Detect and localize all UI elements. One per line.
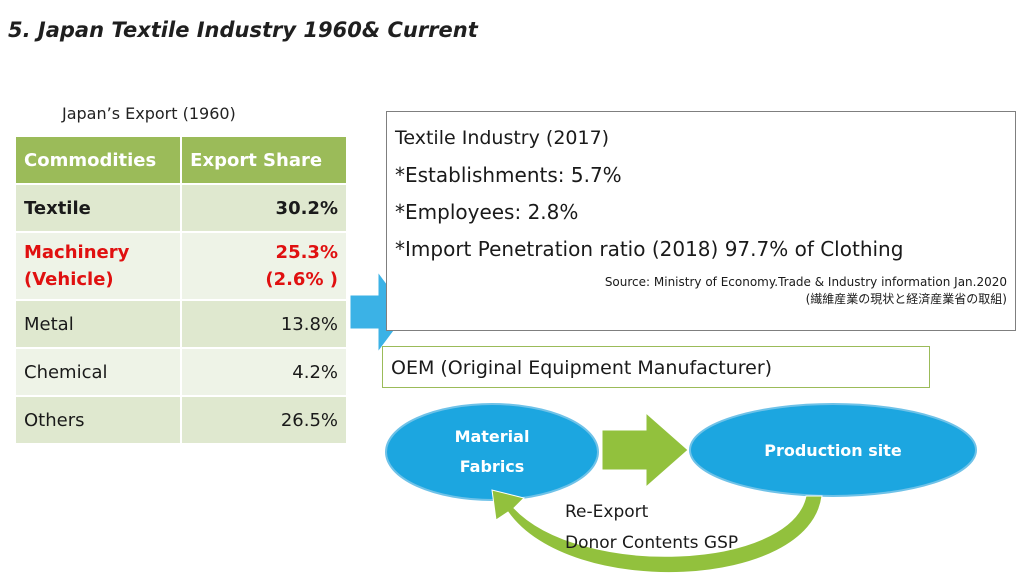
info-employees: *Employees: 2.8%: [395, 200, 579, 224]
commodity-cell: Metal: [13, 299, 183, 349]
table-row: Others 26.5%: [13, 395, 348, 445]
export-share-table: Commodities Export Share Textile 30.2% M…: [13, 135, 348, 445]
re-export-label: Re-Export: [565, 502, 649, 522]
production-site-label: Production site: [764, 441, 902, 460]
info-heading: Textile Industry (2017): [395, 127, 610, 149]
share-cell: 30.2%: [180, 183, 348, 233]
production-site-ellipse: [689, 403, 977, 497]
share-cell: 13.8%: [180, 299, 348, 349]
header-commodities: Commodities: [13, 135, 183, 185]
commodity-cell: Chemical: [13, 347, 183, 397]
table-row: Chemical 4.2%: [13, 347, 348, 397]
table-row: Machinery (Vehicle) 25.3% (2.6% ): [13, 231, 348, 301]
source-note: Source: Ministry of Economy.Trade & Indu…: [395, 274, 1007, 308]
share-subline: (2.6% ): [265, 269, 338, 290]
material-fabrics-label: Material Fabrics: [418, 422, 566, 482]
header-export-share: Export Share: [180, 135, 348, 185]
green-right-arrow-icon: [601, 411, 689, 489]
table-header-row: Commodities Export Share: [13, 135, 348, 185]
material-label: Material: [454, 427, 530, 446]
textile-industry-info-box: Textile Industry (2017) *Establishments:…: [386, 111, 1016, 331]
share-cell: 25.3% (2.6% ): [180, 231, 348, 301]
fabrics-label: Fabrics: [459, 457, 525, 476]
table-row: Metal 13.8%: [13, 299, 348, 349]
page-title: 5. Japan Textile Industry 1960& Current: [8, 18, 478, 42]
table-row: Textile 30.2%: [13, 183, 348, 233]
commodity-line: Machinery: [24, 242, 130, 263]
share-cell: 26.5%: [180, 395, 348, 445]
table-caption: Japan’s Export (1960): [62, 104, 236, 123]
commodity-cell: Machinery (Vehicle): [13, 231, 183, 301]
share-cell: 4.2%: [180, 347, 348, 397]
share-line: 25.3%: [275, 242, 338, 263]
source-line-japanese: (繊維産業の現状と経済産業省の取組): [805, 292, 1007, 306]
donor-contents-label: Donor Contents GSP: [565, 533, 739, 553]
info-establishments: *Establishments: 5.7%: [395, 163, 622, 187]
commodity-subline: (Vehicle): [24, 269, 114, 290]
material-fabrics-ellipse: [385, 403, 599, 501]
source-line: Source: Ministry of Economy.Trade & Indu…: [604, 275, 1007, 289]
info-import-penetration: *Import Penetration ratio (2018) 97.7% o…: [395, 237, 904, 261]
commodity-cell: Others: [13, 395, 183, 445]
re-export-curved-arrow-icon: [491, 489, 823, 574]
oem-box: OEM (Original Equipment Manufacturer): [382, 346, 930, 388]
commodity-cell: Textile: [13, 183, 183, 233]
blue-right-arrow-icon: [349, 270, 409, 354]
